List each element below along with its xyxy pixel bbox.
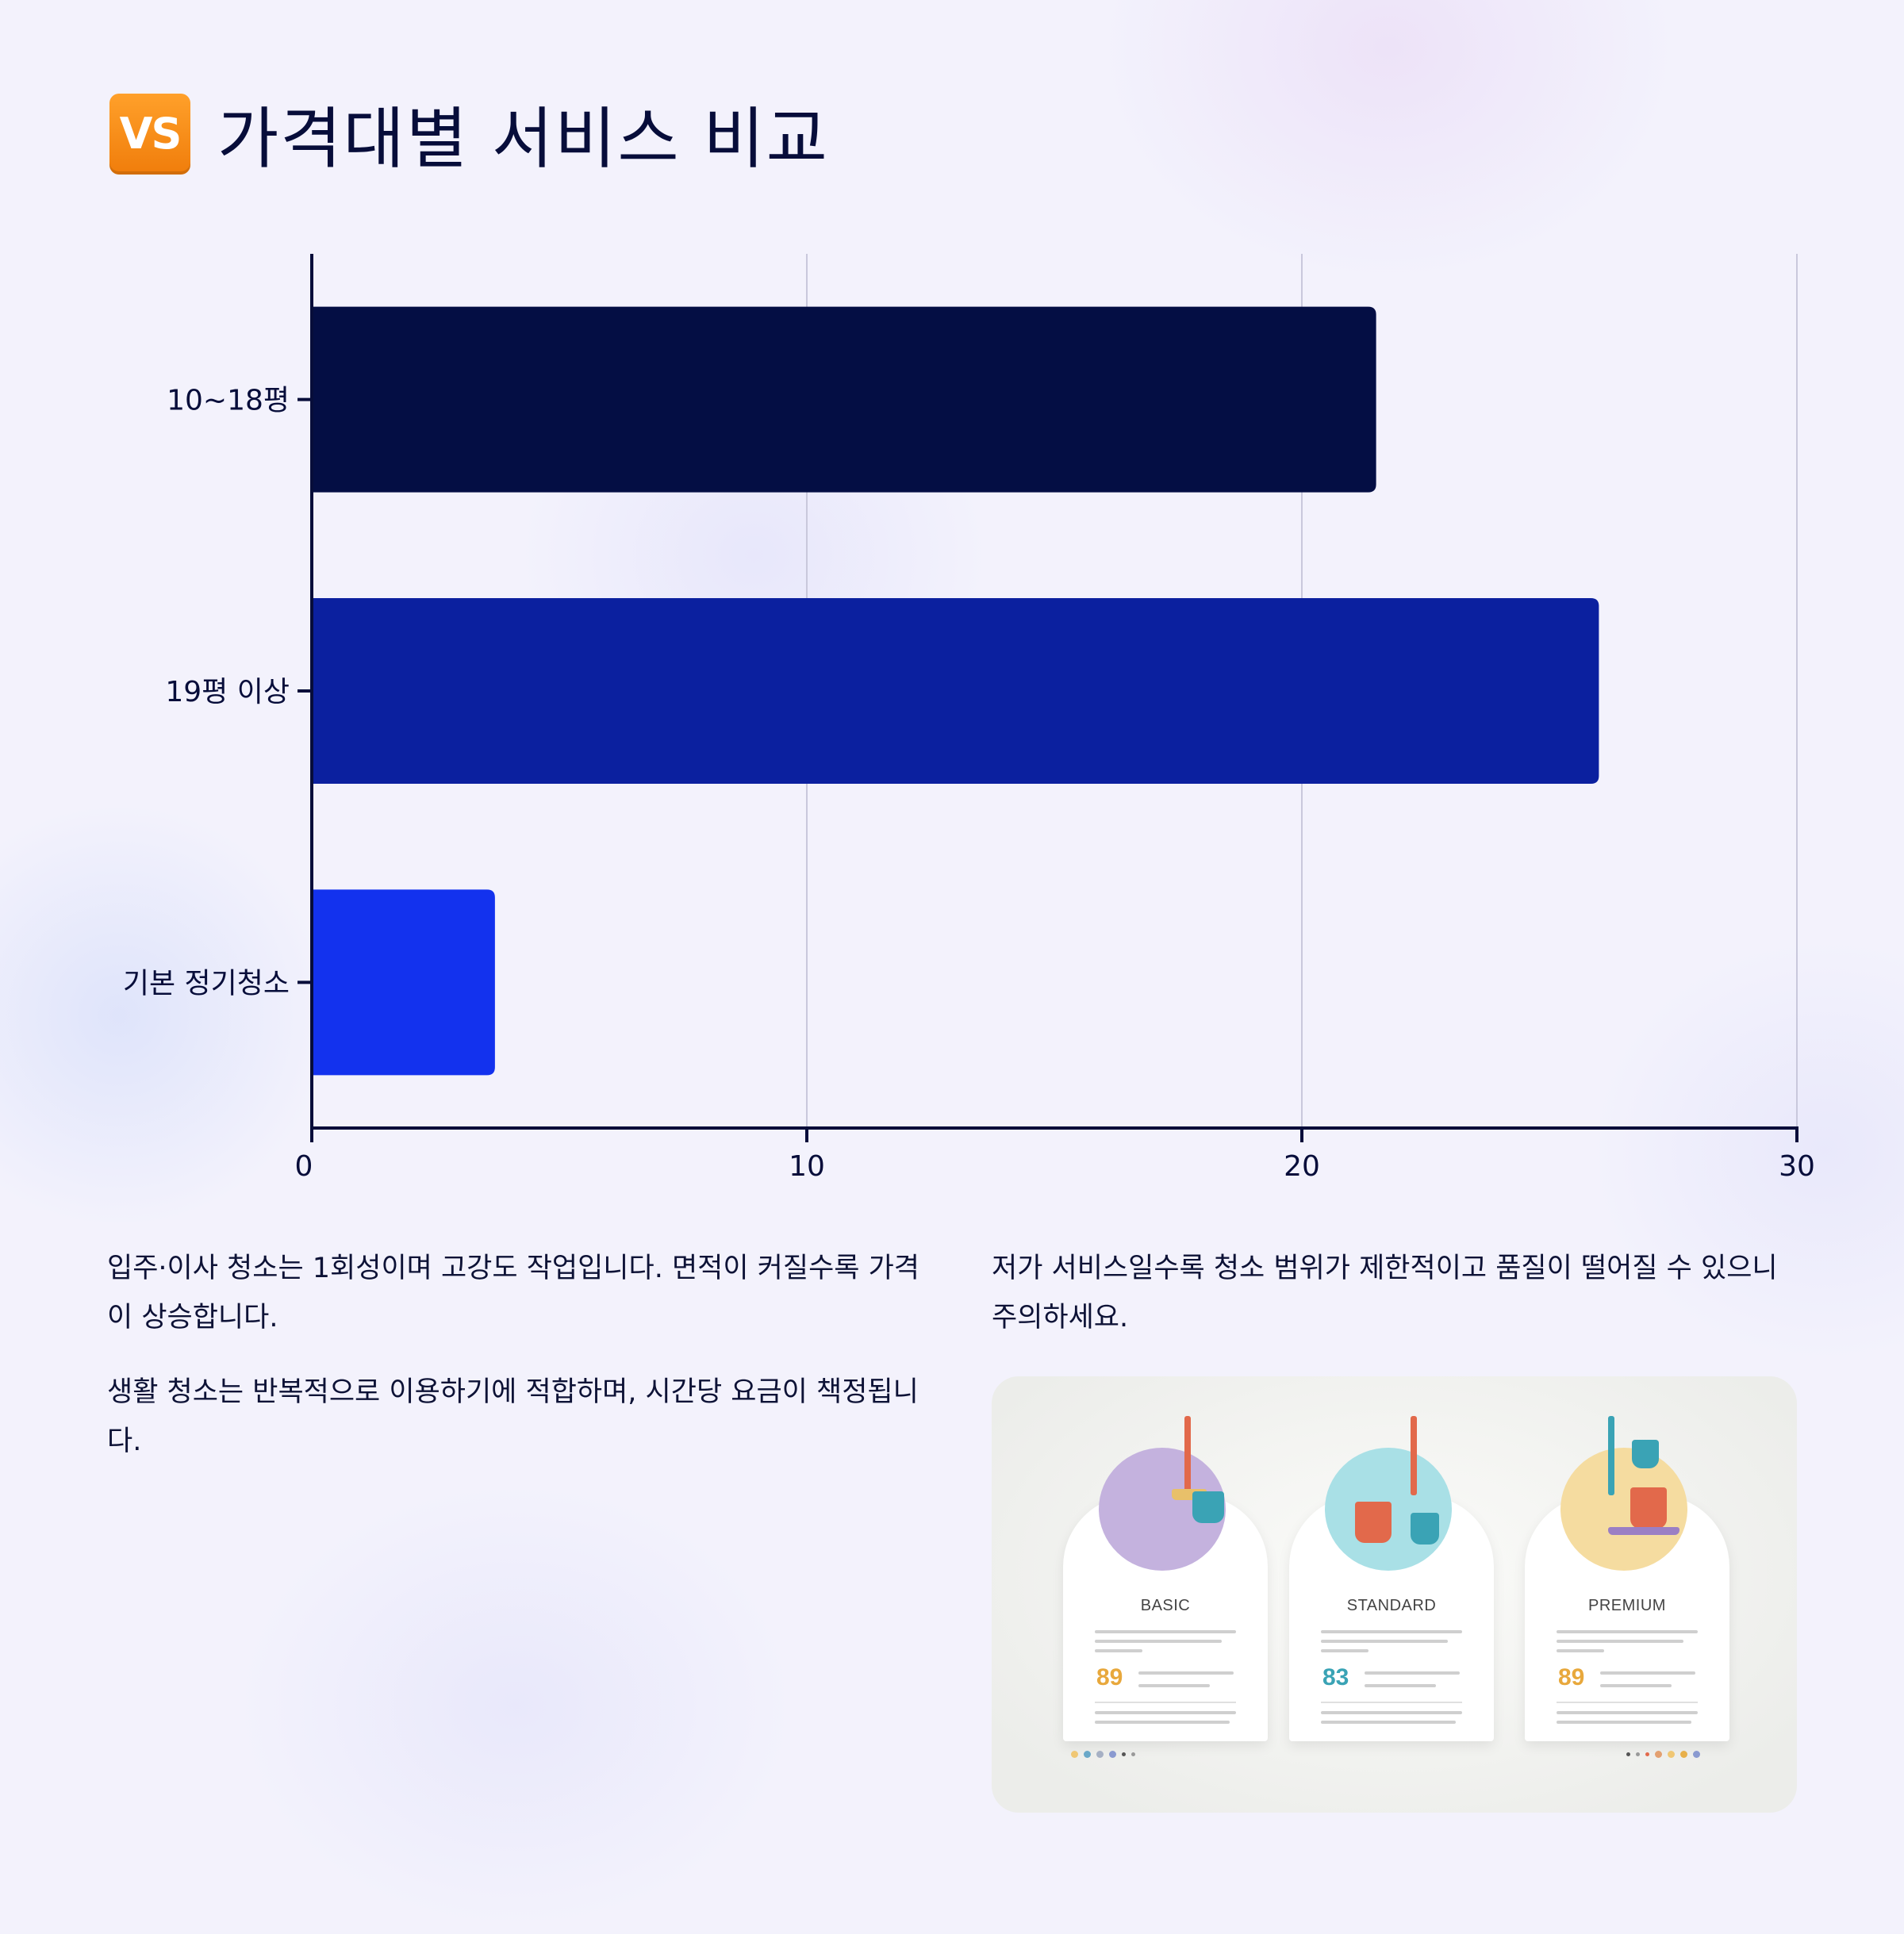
vs-button-icon: VS	[109, 93, 190, 175]
pricing-card-standard: STANDARD 83	[1289, 1416, 1494, 1741]
bar	[312, 598, 1599, 784]
tier-label: PREMIUM	[1588, 1597, 1666, 1614]
cleaning-cart-icon	[1560, 1416, 1687, 1571]
x-tick-label: 30	[1779, 1150, 1815, 1183]
note-move-in-cleaning: 입주·이사 청소는 1회성이며 고강도 작업입니다. 면적이 커질수록 가격이 …	[107, 1253, 919, 1333]
y-tick-label: 기본 정기청소	[123, 967, 290, 1000]
x-tick-label: 10	[789, 1150, 825, 1183]
note-regular-cleaning: 생활 청소는 반복적으로 이용하기에 적합하며, 시간당 요금이 책정됩니다.	[107, 1376, 919, 1457]
tier-price: 83	[1322, 1664, 1349, 1690]
tier-price: 89	[1558, 1664, 1585, 1690]
pricing-card-premium: PREMIUM 89	[1525, 1416, 1729, 1741]
x-tick-label: 20	[1284, 1150, 1320, 1183]
pagination-dots	[1071, 1751, 1135, 1758]
y-tick-label: 19평 이상	[165, 676, 290, 708]
broom-dustpan-icon	[1099, 1416, 1226, 1571]
x-tick-label: 0	[295, 1150, 313, 1183]
bar	[312, 889, 495, 1076]
bar	[312, 306, 1376, 493]
pricing-illustration: BASIC 89 STANDARD 83	[992, 1376, 1797, 1813]
page-header: VS 가격대별 서비스 비교	[109, 86, 829, 182]
note-low-price-warning: 저가 서비스일수록 청소 범위가 제한적이고 품질이 떨어질 수 있으니 주의하…	[992, 1253, 1778, 1333]
tier-label: STANDARD	[1346, 1597, 1437, 1614]
page-title: 가격대별 서비스 비교	[217, 100, 829, 178]
pricing-card-basic: BASIC 89	[1063, 1416, 1268, 1741]
y-tick-label: 10~18평	[167, 385, 290, 417]
pagination-dots-right	[1626, 1751, 1700, 1758]
tier-price: 89	[1096, 1664, 1123, 1690]
mop-bucket-icon	[1325, 1416, 1452, 1571]
tier-label: BASIC	[1140, 1597, 1191, 1614]
